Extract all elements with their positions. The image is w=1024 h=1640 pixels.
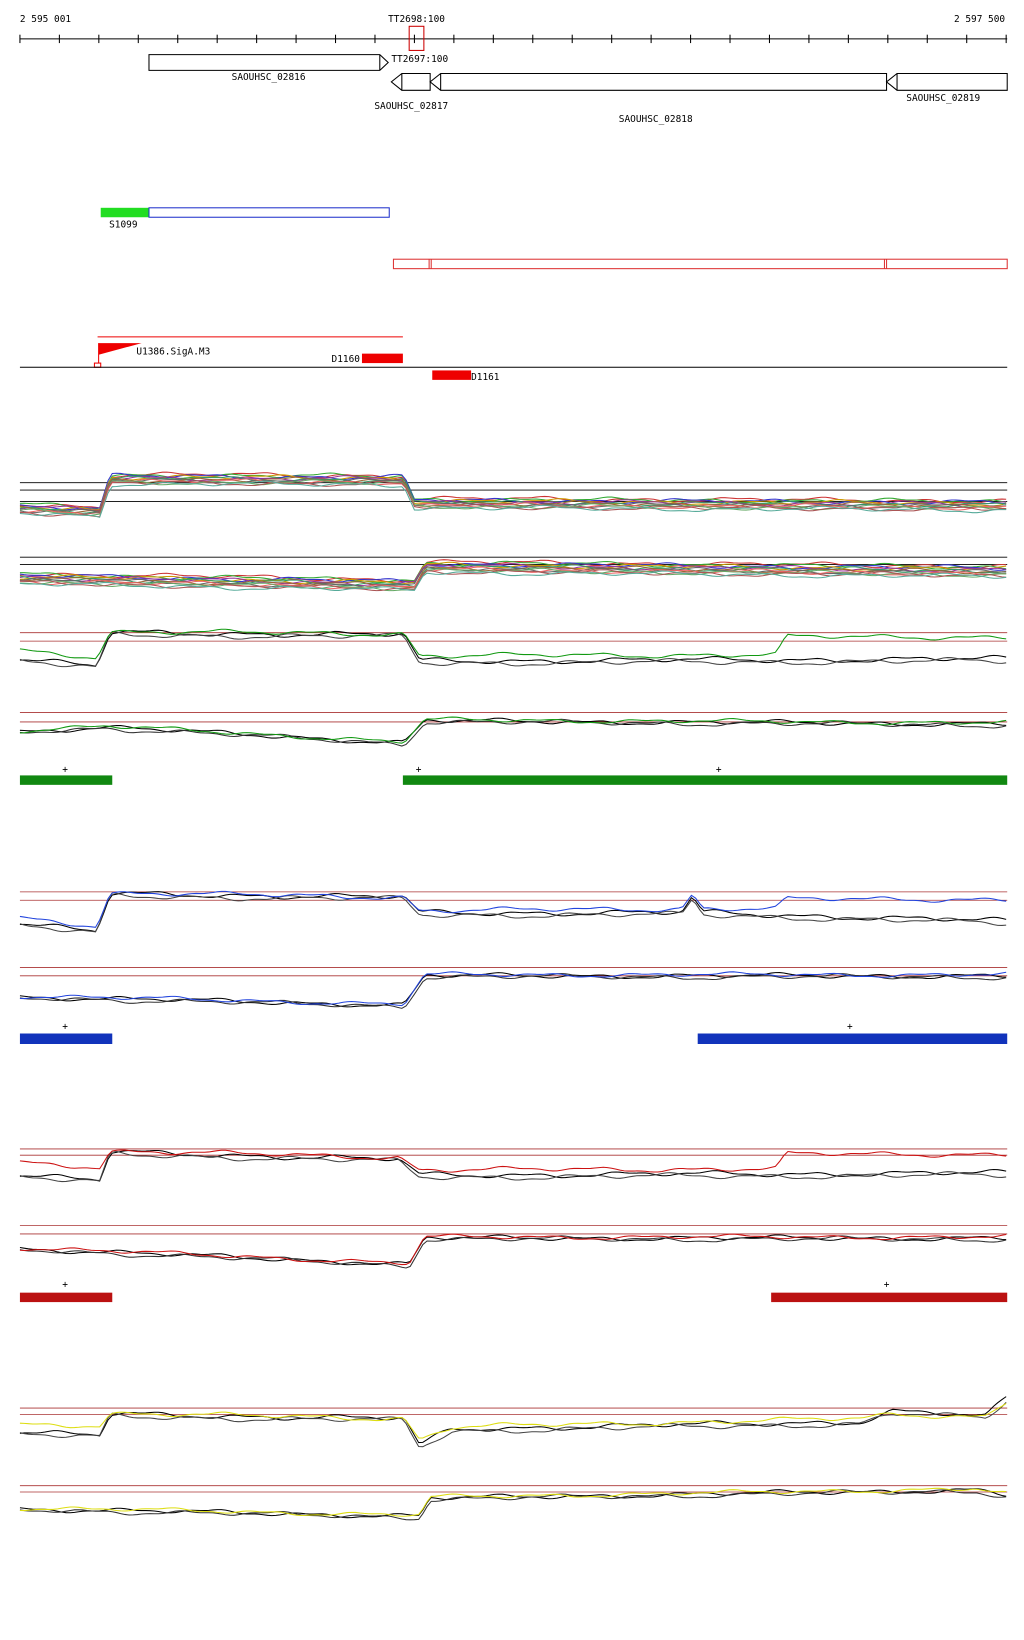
signal-line — [19, 1403, 1007, 1439]
signal-line — [19, 560, 1007, 583]
marker-label: TT2698:100 — [388, 14, 445, 25]
feature-label: D1160 — [332, 354, 361, 365]
feature-label: D1161 — [471, 372, 500, 383]
gene-arrow — [148, 54, 389, 71]
feature-bar — [432, 370, 472, 380]
strand-label: + — [416, 764, 422, 775]
signal-plots — [19, 471, 1008, 1521]
signal-line — [19, 631, 1007, 668]
signal-line — [19, 569, 1007, 592]
ruler-ticks — [19, 34, 1007, 44]
signal-line — [19, 1149, 1007, 1173]
signal-line — [19, 564, 1007, 588]
signal-line — [19, 891, 1007, 933]
marker-box — [408, 25, 425, 51]
signal-line — [19, 1402, 1007, 1448]
marker-label: TT2697:100 — [391, 54, 448, 65]
signal-line — [19, 628, 1007, 660]
gene-arrow — [390, 72, 431, 91]
segment-bar — [19, 1033, 113, 1044]
gene-label: SAOUHSC_02818 — [619, 114, 693, 125]
gene-label: SAOUHSC_02817 — [374, 101, 448, 112]
promoter-flag — [98, 343, 142, 355]
signal-line — [19, 629, 1007, 667]
signal-line — [19, 1489, 1007, 1521]
signal-line — [19, 563, 1007, 587]
ruler-end: 2 597 500 — [954, 14, 1005, 25]
signal-line — [19, 1149, 1007, 1182]
segment-bar — [771, 1292, 1008, 1303]
signal-line — [19, 892, 1007, 933]
segment-bar — [402, 775, 1008, 785]
signal-line — [19, 567, 1007, 592]
signal-line — [19, 570, 1007, 591]
signal-line — [19, 972, 1007, 1009]
signal-line — [19, 971, 1007, 1007]
signal-line — [19, 1235, 1007, 1269]
gene-label: SAOUHSC_02819 — [906, 93, 980, 104]
strand-label: + — [847, 1021, 853, 1032]
feature-box — [392, 258, 1008, 270]
feature-label: S1099 — [109, 220, 138, 231]
segment-bar — [19, 1292, 113, 1303]
feature-bar — [361, 353, 403, 364]
signal-line — [19, 1488, 1007, 1519]
strand-label: + — [884, 1279, 890, 1290]
signal-line — [19, 1396, 1007, 1444]
strand-label: + — [62, 764, 68, 775]
segment-bar — [19, 775, 113, 785]
signal-line — [19, 716, 1007, 744]
signal-line — [19, 1487, 1007, 1517]
gene-label: SAOUHSC_02816 — [232, 72, 306, 83]
feature-bar — [100, 207, 149, 218]
gene-arrow — [429, 72, 888, 91]
signal-line — [19, 1233, 1007, 1266]
strand-label: + — [62, 1279, 68, 1290]
segment-bar — [697, 1033, 1008, 1044]
strand-label: + — [716, 764, 722, 775]
feature-box — [148, 207, 390, 218]
signal-line — [19, 718, 1007, 747]
signal-line — [19, 1150, 1007, 1183]
promoter-box — [93, 362, 102, 368]
ruler-start: 2 595 001 — [20, 14, 71, 25]
gene-arrow — [885, 72, 1008, 91]
signal-line — [19, 480, 1007, 518]
strand-label: + — [62, 1021, 68, 1032]
signal-line — [19, 890, 1007, 928]
feature-label: U1386.SigA.M3 — [136, 347, 210, 358]
